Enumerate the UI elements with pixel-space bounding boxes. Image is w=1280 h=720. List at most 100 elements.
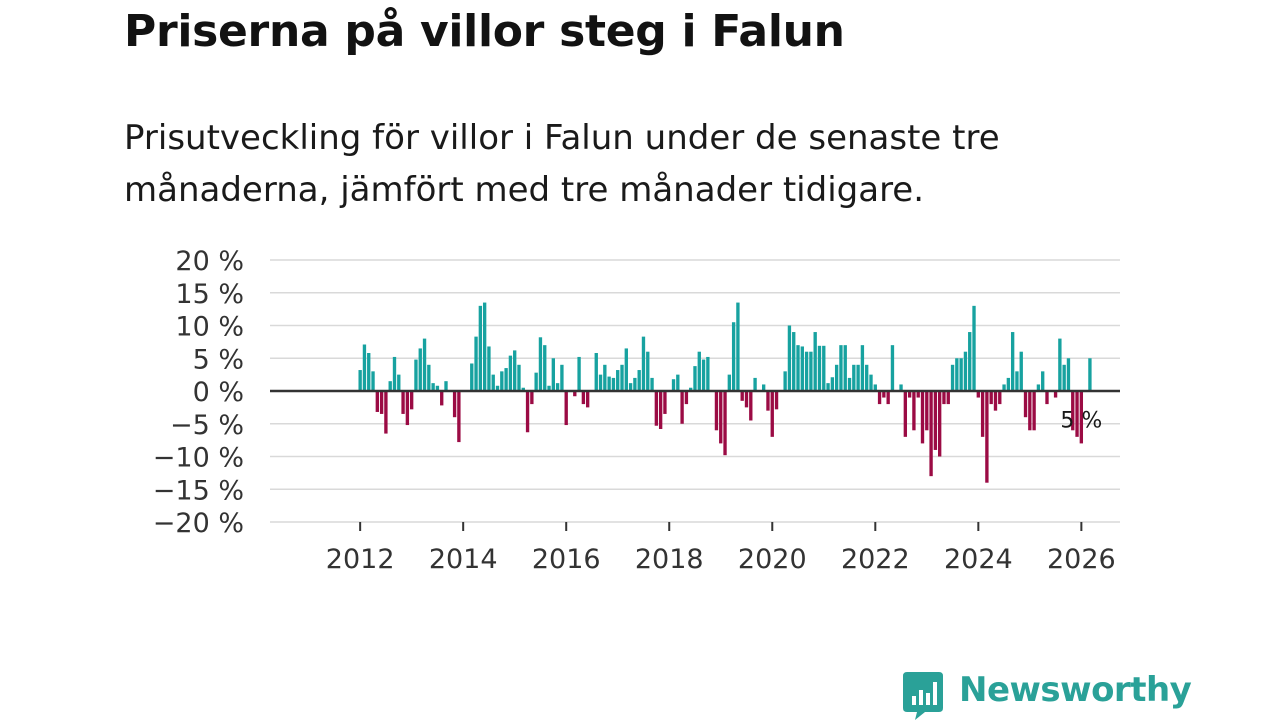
gridlines xyxy=(270,259,1120,523)
bar xyxy=(431,383,435,391)
bar xyxy=(783,371,787,391)
bar xyxy=(963,351,968,391)
bar xyxy=(1071,391,1075,431)
bar xyxy=(830,377,835,391)
bar xyxy=(1036,384,1041,391)
brand-name: Newsworthy xyxy=(959,670,1192,710)
bar xyxy=(865,364,869,391)
bar xyxy=(749,391,753,421)
bar xyxy=(560,364,564,391)
bar xyxy=(770,391,774,437)
bar xyxy=(740,391,744,401)
bar xyxy=(611,377,616,391)
bar xyxy=(598,374,603,392)
bar xyxy=(525,391,530,433)
y-tick-label: 15 % xyxy=(175,279,244,310)
y-tick-label: 5 % xyxy=(193,344,244,375)
bar xyxy=(543,345,547,391)
bar xyxy=(1032,391,1036,431)
bar xyxy=(427,364,431,391)
bar xyxy=(371,371,375,391)
bar xyxy=(1041,371,1045,391)
x-axis: 2012 2014 2016 2018 2020 2022 2024 2026 xyxy=(326,522,1116,575)
y-tick-label: 20 % xyxy=(175,246,244,277)
bar xyxy=(676,374,680,392)
bar xyxy=(1053,391,1058,398)
bar xyxy=(946,391,950,405)
bar xyxy=(907,391,912,398)
newsworthy-logo: Newsworthy xyxy=(903,670,1192,720)
bar xyxy=(684,391,689,405)
y-tick-label: −5 % xyxy=(170,410,244,441)
bar xyxy=(920,391,925,444)
bar xyxy=(680,391,684,424)
bar xyxy=(547,385,551,391)
bar xyxy=(736,302,740,391)
bar xyxy=(362,344,367,391)
bar xyxy=(422,338,427,391)
bar xyxy=(1023,391,1028,418)
bar xyxy=(839,345,843,391)
bar xyxy=(719,391,723,444)
bar xyxy=(564,391,568,426)
bar xyxy=(624,348,628,391)
bar xyxy=(392,356,397,391)
bar xyxy=(762,384,766,391)
bar xyxy=(744,391,749,408)
y-tick-label: −20 % xyxy=(153,508,244,539)
bar xyxy=(899,384,903,391)
bar xyxy=(822,345,826,391)
bar xyxy=(727,374,731,392)
bar xyxy=(444,381,448,391)
bar xyxy=(929,391,933,477)
bar xyxy=(367,353,371,391)
bar xyxy=(796,345,800,391)
bar xyxy=(852,364,856,391)
x-tick-label: 2018 xyxy=(635,544,704,575)
bar xyxy=(607,376,611,391)
y-tick-label: −15 % xyxy=(153,475,244,506)
bar xyxy=(397,374,401,392)
y-tick-label: 0 % xyxy=(193,377,244,408)
bar xyxy=(530,391,534,405)
bar xyxy=(435,385,440,391)
bar xyxy=(886,391,890,405)
bar xyxy=(641,336,646,391)
bar xyxy=(491,374,495,392)
bars xyxy=(358,302,1092,483)
bar xyxy=(714,391,719,431)
bar xyxy=(414,359,418,391)
bar xyxy=(620,364,624,391)
bar xyxy=(873,384,877,391)
bar xyxy=(388,381,392,391)
bar xyxy=(693,366,697,391)
bar xyxy=(1088,358,1092,391)
bar xyxy=(375,391,379,412)
bar xyxy=(650,377,654,391)
chart-title: Priserna på villor steg i Falun xyxy=(124,6,845,57)
bar xyxy=(834,364,839,391)
bar xyxy=(628,383,633,391)
bar xyxy=(401,391,405,414)
bar xyxy=(409,391,414,410)
bar xyxy=(517,364,521,391)
bar xyxy=(482,302,487,391)
bar xyxy=(942,391,946,405)
value-annotation: 5 % xyxy=(1060,408,1102,433)
bar xyxy=(658,391,663,429)
bar xyxy=(976,391,980,398)
bar xyxy=(787,325,792,391)
bar xyxy=(955,358,959,391)
x-tick-label: 2026 xyxy=(1047,544,1116,575)
bar xyxy=(972,305,976,391)
bar xyxy=(1058,338,1062,391)
bar xyxy=(1015,371,1019,391)
bar xyxy=(478,305,483,391)
bar xyxy=(817,345,822,391)
bar xyxy=(800,346,804,391)
bar xyxy=(384,391,388,434)
bar xyxy=(581,391,586,405)
bar xyxy=(637,370,641,391)
bar xyxy=(1006,377,1011,391)
